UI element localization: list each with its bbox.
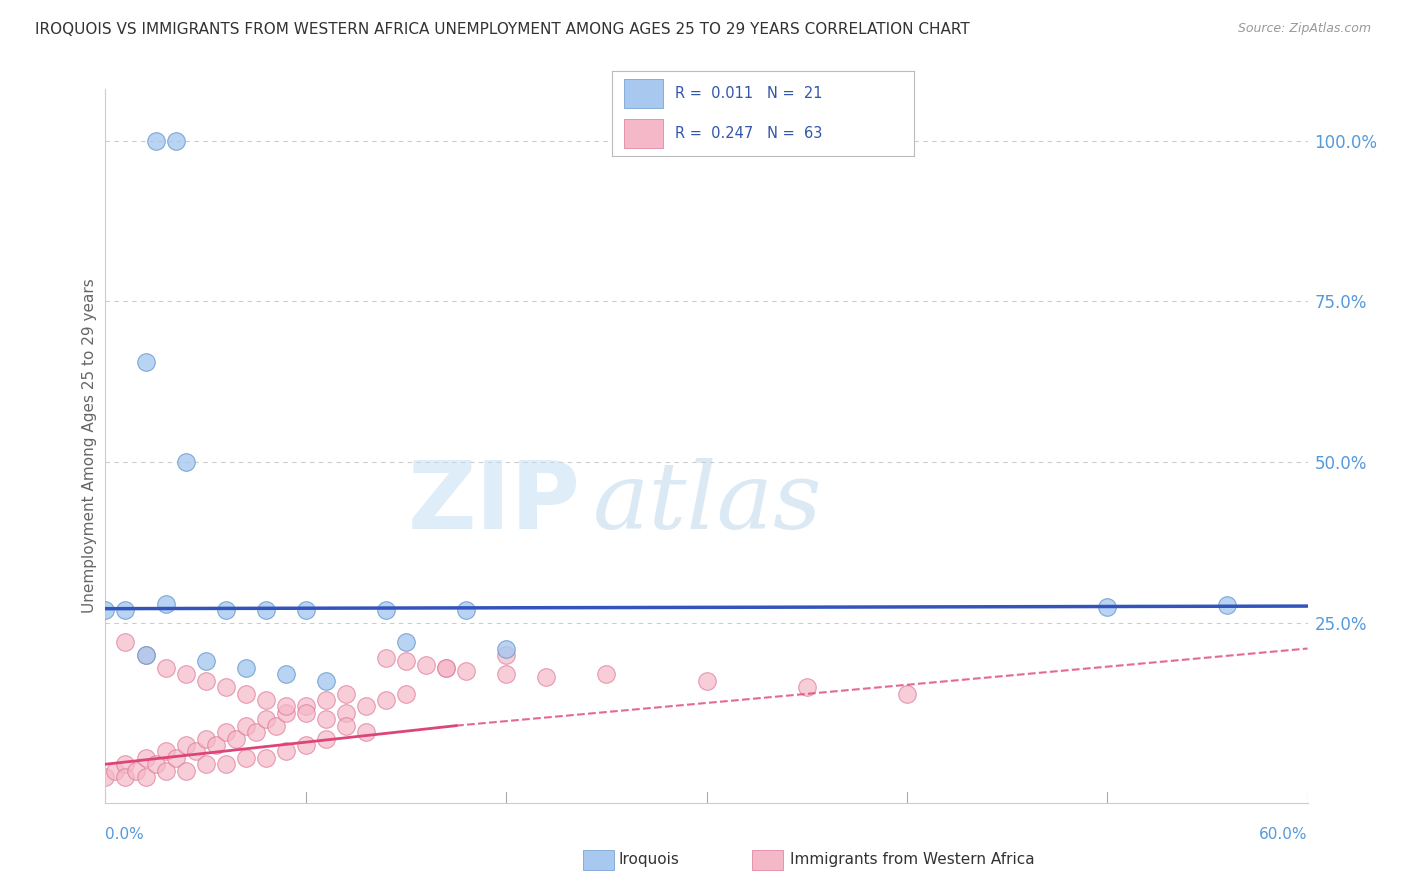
Point (495, 641, 517, 656)
Point (395, 635, 418, 649)
Point (245, 725, 267, 739)
Point (135, 770, 157, 784)
Point (274, 667, 297, 681)
Point (315, 712, 337, 726)
Point (896, 686, 918, 700)
Text: 60.0%: 60.0% (1260, 827, 1308, 841)
Point (114, 603, 136, 617)
Point (354, 725, 377, 739)
Point (184, 744, 207, 758)
Point (135, 355, 157, 369)
Point (295, 603, 318, 617)
Point (274, 699, 297, 714)
Point (315, 673, 337, 688)
Point (1097, 599, 1119, 614)
Point (214, 757, 236, 772)
Text: 0.0%: 0.0% (105, 827, 145, 841)
Point (124, 764, 146, 778)
Point (454, 603, 477, 617)
Point (145, 134, 167, 148)
Text: R =  0.011   N =  21: R = 0.011 N = 21 (675, 86, 823, 101)
Point (254, 603, 277, 617)
Text: IROQUOIS VS IMMIGRANTS FROM WESTERN AFRICA UNEMPLOYMENT AMONG AGES 25 TO 29 YEAR: IROQUOIS VS IMMIGRANTS FROM WESTERN AFRI… (35, 22, 970, 37)
Point (114, 770, 136, 784)
Point (235, 686, 257, 700)
Point (135, 648, 157, 662)
Point (204, 738, 226, 752)
Point (214, 680, 236, 694)
Point (254, 693, 277, 707)
Point (395, 686, 418, 700)
Point (434, 661, 457, 675)
Point (796, 680, 818, 694)
Point (194, 731, 217, 746)
Point (145, 757, 167, 772)
Text: ZIP: ZIP (408, 457, 581, 549)
Point (295, 699, 318, 714)
Point (214, 603, 236, 617)
Text: R =  0.247   N =  63: R = 0.247 N = 63 (675, 126, 823, 141)
Point (174, 667, 197, 681)
Point (235, 751, 257, 765)
Text: atlas: atlas (592, 458, 823, 548)
Text: Iroquois: Iroquois (619, 853, 679, 867)
Point (194, 757, 217, 772)
Point (135, 648, 157, 662)
Point (374, 603, 398, 617)
Point (274, 744, 297, 758)
Point (174, 455, 197, 469)
Point (696, 673, 718, 688)
Point (295, 738, 318, 752)
Point (194, 673, 217, 688)
Bar (624, 79, 664, 108)
Text: Source: ZipAtlas.com: Source: ZipAtlas.com (1237, 22, 1371, 36)
Point (295, 706, 318, 720)
Point (595, 667, 617, 681)
Point (174, 764, 197, 778)
Point (155, 661, 177, 675)
Point (225, 731, 247, 746)
Point (415, 657, 437, 672)
Point (254, 751, 277, 765)
Point (165, 751, 187, 765)
Point (114, 635, 136, 649)
Point (114, 757, 136, 772)
Point (335, 719, 357, 733)
Point (94, 770, 117, 784)
Point (454, 664, 477, 678)
Point (335, 686, 357, 700)
Point (315, 693, 337, 707)
Point (395, 654, 418, 668)
Point (135, 751, 157, 765)
Point (155, 764, 177, 778)
Point (434, 661, 457, 675)
Point (335, 706, 357, 720)
Point (214, 725, 236, 739)
Point (235, 661, 257, 675)
Point (374, 693, 398, 707)
Point (315, 731, 337, 746)
Point (155, 597, 177, 611)
Point (534, 670, 557, 684)
Y-axis label: Unemployment Among Ages 25 to 29 years: Unemployment Among Ages 25 to 29 years (82, 278, 97, 614)
Point (94, 603, 117, 617)
Point (235, 719, 257, 733)
Point (374, 651, 398, 665)
Point (194, 654, 217, 668)
Point (174, 738, 197, 752)
Point (254, 712, 277, 726)
Point (155, 744, 177, 758)
Point (495, 648, 517, 662)
Point (1216, 598, 1239, 612)
Point (274, 706, 297, 720)
Point (264, 719, 287, 733)
Point (104, 764, 127, 778)
Point (354, 699, 377, 714)
Bar (624, 119, 664, 147)
Point (495, 667, 517, 681)
Text: Immigrants from Western Africa: Immigrants from Western Africa (790, 853, 1035, 867)
Point (165, 134, 187, 148)
